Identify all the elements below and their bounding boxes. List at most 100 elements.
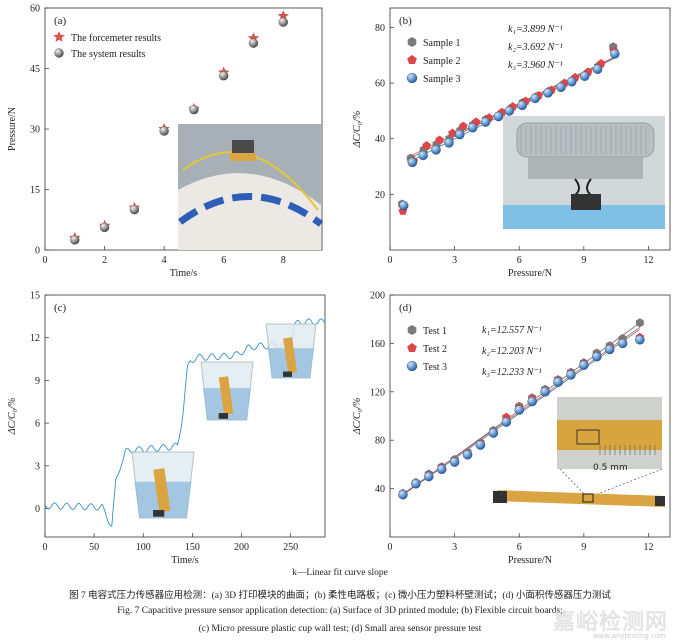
series-3: [398, 49, 620, 211]
printed-surface: [178, 173, 321, 250]
legend-entry: Test 3: [423, 362, 447, 373]
data-point: [129, 205, 140, 215]
chart-c: 0 50 100 150 200 250 0 3 6 9 12 15 Time/s ΔC/C₀/% (c): [7, 291, 326, 566]
data-point: [454, 129, 465, 140]
data-point: [617, 338, 628, 349]
data-point: [504, 106, 515, 116]
watermark-url: www.anytesting.com: [592, 632, 666, 640]
slope-note: k—Linear fit curve slope: [292, 568, 388, 578]
legend-entry: The system results: [71, 49, 146, 60]
x-tick-label: 3: [452, 542, 457, 553]
legend-marker: [407, 325, 417, 335]
sensor-strip: [496, 490, 666, 507]
y-tick-label: 30: [30, 125, 40, 136]
y-tick-label: 80: [375, 436, 385, 447]
zoom-line: [559, 468, 586, 496]
data-point: [189, 104, 199, 115]
y-tick-label: 60: [375, 79, 385, 90]
y-tick-label: 0: [35, 246, 40, 257]
inset-photo-small-sensor: 0.5 mm: [493, 397, 666, 507]
data-point: [219, 71, 229, 81]
data-point: [635, 335, 645, 345]
data-point: [475, 440, 486, 450]
caption-english-line1: Fig. 7 Capacitive pressure sensor applic…: [117, 606, 563, 616]
cup-photo-1: [131, 451, 195, 519]
y-tick-label: 3: [35, 461, 40, 472]
data-point: [435, 135, 444, 144]
data-point: [462, 449, 473, 460]
legend-entry: The forcemeter results: [71, 33, 161, 44]
sensor-strip: [153, 468, 171, 513]
data-point: [248, 38, 259, 48]
y-tick-label: 60: [30, 4, 40, 15]
data-point: [610, 49, 620, 59]
slope-annotation: k₂=3.692 N⁻¹: [508, 42, 563, 53]
chart-a: 0 2 4 6 8 0 15 30 45 60 Time/s Pressure/N (a) The for…: [7, 4, 324, 279]
legend-marker: [407, 343, 417, 352]
legend-entry: Test 2: [423, 344, 447, 355]
sensor-strip: [283, 337, 297, 374]
panel-label: (b): [399, 15, 412, 27]
y-axis-label: Pressure/N: [7, 107, 18, 151]
data-point: [159, 126, 169, 136]
x-tick-label: 6: [517, 255, 522, 266]
y-tick-label: 15: [30, 291, 40, 302]
inset-square: [576, 429, 600, 445]
plot-frame: [389, 294, 671, 538]
sensor-connector: [283, 371, 292, 377]
data-point: [592, 351, 602, 362]
y-axis-label: ΔC/C₀/%: [7, 398, 18, 436]
connector-left: [493, 491, 507, 503]
panel-label: (c): [54, 302, 67, 314]
data-point: [566, 370, 576, 380]
curved-dashed-outline: [177, 193, 324, 227]
x-tick-label: 150: [185, 542, 200, 553]
x-tick-label: 9: [581, 255, 586, 266]
legend-marker: [406, 72, 418, 84]
data-point: [540, 387, 550, 397]
x-tick-label: 0: [388, 542, 393, 553]
connector-right: [655, 496, 665, 506]
slope-annotation: k₁=3.899 N⁻¹: [508, 24, 563, 35]
legend-marker: [407, 37, 417, 47]
legend-marker: [53, 31, 65, 42]
x-tick-label: 6: [517, 542, 522, 553]
x-tick-label: 200: [234, 542, 249, 553]
data-point: [493, 111, 504, 122]
data-point: [431, 145, 441, 155]
data-point: [277, 10, 289, 21]
x-axis-label: Pressure/N: [508, 555, 552, 566]
slope-annotation: k₁=12.557 N⁻¹: [482, 325, 542, 336]
cup-photo-3: [265, 323, 317, 379]
data-point: [514, 405, 524, 415]
plot-frame: [44, 294, 326, 538]
data-point: [436, 464, 447, 474]
data-point: [530, 93, 540, 104]
data-point: [448, 128, 457, 137]
chart-b: 0 3 6 9 12 20 40 60 80 Pressure/N ΔC/C₀/% (b) Sample…: [352, 7, 671, 279]
legend-marker: [406, 360, 418, 372]
x-tick-label: 0: [43, 542, 48, 553]
x-tick-label: 3: [452, 255, 457, 266]
data-point: [501, 417, 512, 427]
caption-chinese: 图 7 电容式压力传感器应用检测：(a) 3D 打印模块的曲面；(b) 柔性电路…: [69, 591, 611, 601]
watermark-logo: 嘉峪检测网: [552, 610, 668, 635]
sensor-strip: [218, 376, 234, 415]
press-base: [528, 157, 643, 179]
y-tick-label: 40: [375, 134, 385, 145]
y-tick-label: 45: [30, 64, 40, 75]
x-axis-label: Time/s: [171, 555, 199, 566]
y-tick-label: 20: [375, 190, 385, 201]
data-point: [566, 76, 577, 87]
sensor-chip: [232, 140, 254, 156]
data-point: [70, 235, 80, 245]
x-tick-label: 2: [102, 255, 107, 266]
legend-entry: Sample 3: [423, 74, 461, 85]
data-point: [467, 122, 478, 133]
data-point: [604, 344, 615, 355]
sensing-area: [582, 493, 594, 503]
x-axis-label: Time/s: [170, 268, 198, 279]
data-point: [579, 360, 589, 370]
plot-frame: [389, 7, 671, 251]
